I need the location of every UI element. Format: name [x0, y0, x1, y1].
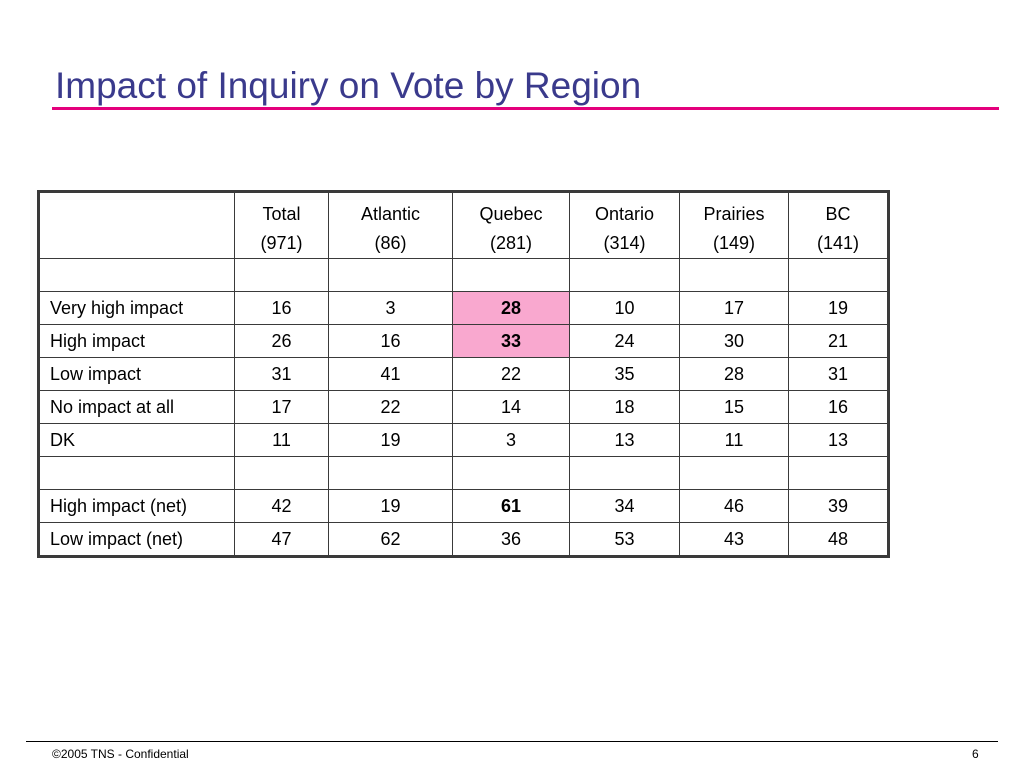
row-label: Low impact	[38, 357, 235, 391]
cell-total: 16	[234, 291, 329, 325]
header-ontario: Ontario (314)	[569, 191, 680, 259]
cell-bc: 48	[788, 522, 889, 557]
cell-bc: 39	[788, 489, 889, 523]
cell-ontario: 10	[569, 291, 680, 325]
cell-bc: 16	[788, 390, 889, 424]
row-label: High impact	[38, 324, 235, 358]
cell-quebec-highlighted: 33	[452, 324, 570, 358]
cell-total: 11	[234, 423, 329, 457]
empty-cell	[679, 258, 789, 292]
spacer-row	[38, 258, 889, 292]
spacer-row	[38, 456, 889, 490]
empty-cell	[38, 258, 235, 292]
cell-atlantic: 41	[328, 357, 453, 391]
cell-quebec: 36	[452, 522, 570, 557]
empty-cell	[328, 258, 453, 292]
column-base: (971)	[260, 233, 303, 253]
cell-bc: 31	[788, 357, 889, 391]
cell-total: 26	[234, 324, 329, 358]
cell-total: 47	[234, 522, 329, 557]
empty-cell	[234, 258, 329, 292]
empty-cell	[569, 258, 680, 292]
cell-total: 17	[234, 390, 329, 424]
net-row: High impact (net) 42 19 61 34 46 39	[38, 489, 889, 523]
column-base: (149)	[712, 233, 756, 253]
row-label: Low impact (net)	[38, 522, 235, 557]
empty-cell	[569, 456, 680, 490]
cell-prairies: 46	[679, 489, 789, 523]
column-name: Ontario	[594, 204, 655, 224]
cell-atlantic: 19	[328, 489, 453, 523]
cell-ontario: 34	[569, 489, 680, 523]
net-row: Low impact (net) 47 62 36 53 43 48	[38, 522, 889, 557]
cell-prairies: 11	[679, 423, 789, 457]
empty-cell	[452, 258, 570, 292]
table-row: No impact at all 17 22 14 18 15 16	[38, 390, 889, 424]
title-underline	[52, 107, 999, 110]
table-row: Very high impact 16 3 28 10 17 19	[38, 291, 889, 325]
table-row: High impact 26 16 33 24 30 21	[38, 324, 889, 358]
cell-bc: 19	[788, 291, 889, 325]
row-label: Very high impact	[38, 291, 235, 325]
slide-title: Impact of Inquiry on Vote by Region	[55, 65, 642, 106]
header-total: Total (971)	[234, 191, 329, 259]
table-header-row: Total (971) Atlantic (86) Quebec (281) O…	[38, 191, 889, 259]
cell-atlantic: 22	[328, 390, 453, 424]
cell-total: 42	[234, 489, 329, 523]
empty-cell	[234, 456, 329, 490]
empty-cell	[788, 258, 889, 292]
cell-prairies: 15	[679, 390, 789, 424]
header-atlantic: Atlantic (86)	[328, 191, 453, 259]
cell-prairies: 43	[679, 522, 789, 557]
cell-atlantic: 19	[328, 423, 453, 457]
column-base: (86)	[374, 233, 407, 253]
column-name: Atlantic	[360, 204, 421, 224]
cell-ontario: 35	[569, 357, 680, 391]
cell-ontario: 13	[569, 423, 680, 457]
page-number: 6	[972, 747, 979, 761]
header-quebec: Quebec (281)	[452, 191, 570, 259]
header-empty-cell	[38, 191, 235, 259]
empty-cell	[328, 456, 453, 490]
cell-total: 31	[234, 357, 329, 391]
empty-cell	[38, 456, 235, 490]
column-base: (281)	[489, 233, 533, 253]
cell-ontario: 53	[569, 522, 680, 557]
column-base: (314)	[603, 233, 646, 253]
table-row: Low impact 31 41 22 35 28 31	[38, 357, 889, 391]
empty-cell	[788, 456, 889, 490]
cell-bc: 21	[788, 324, 889, 358]
results-table: Total (971) Atlantic (86) Quebec (281) O…	[37, 190, 890, 558]
header-bc: BC (141)	[788, 191, 889, 259]
table-row: DK 11 19 3 13 11 13	[38, 423, 889, 457]
cell-atlantic: 16	[328, 324, 453, 358]
header-prairies: Prairies (149)	[679, 191, 789, 259]
cell-quebec: 22	[452, 357, 570, 391]
cell-ontario: 18	[569, 390, 680, 424]
empty-cell	[679, 456, 789, 490]
footer-divider	[26, 741, 998, 742]
footer-copyright: ©2005 TNS - Confidential	[52, 747, 189, 761]
row-label: No impact at all	[38, 390, 235, 424]
cell-prairies: 28	[679, 357, 789, 391]
cell-quebec: 3	[452, 423, 570, 457]
column-base: (141)	[816, 233, 860, 253]
empty-cell	[452, 456, 570, 490]
cell-quebec-highlighted: 28	[452, 291, 570, 325]
cell-bc: 13	[788, 423, 889, 457]
column-name: Quebec	[479, 204, 543, 224]
cell-ontario: 24	[569, 324, 680, 358]
cell-prairies: 17	[679, 291, 789, 325]
column-name: BC	[825, 204, 851, 224]
cell-quebec: 14	[452, 390, 570, 424]
column-name: Prairies	[703, 204, 765, 224]
cell-atlantic: 3	[328, 291, 453, 325]
cell-quebec-bold: 61	[452, 489, 570, 523]
row-label: High impact (net)	[38, 489, 235, 523]
cell-prairies: 30	[679, 324, 789, 358]
column-name: Total	[262, 204, 301, 224]
row-label: DK	[38, 423, 235, 457]
cell-atlantic: 62	[328, 522, 453, 557]
